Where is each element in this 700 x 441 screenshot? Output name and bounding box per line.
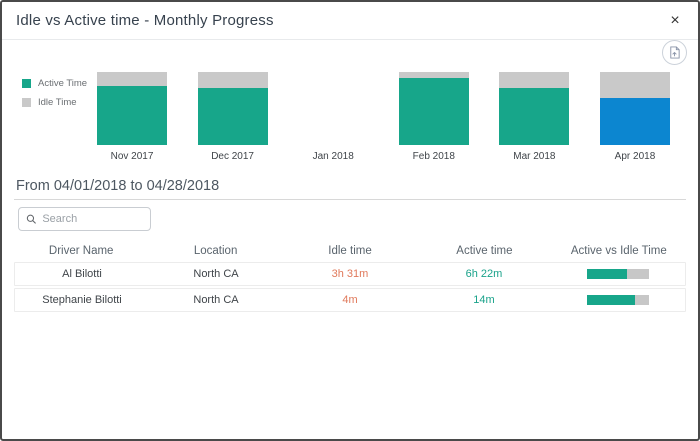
chart-legend: Active Time Idle Time [22,78,87,116]
active-time-swatch [22,79,31,88]
active-time-cell: 6h 22m [465,268,503,280]
col-header-active-time: Active time [456,245,513,257]
location-cell: North CA [193,268,239,280]
bar-feb-2018[interactable]: Feb 2018 [398,72,469,162]
search-input[interactable] [42,213,143,225]
bar-apr-2018[interactable]: Apr 2018 [599,72,670,162]
active-vs-idle-progressbar [587,295,649,305]
active-segment [97,85,167,145]
export-button[interactable] [662,40,687,65]
search-icon [26,214,36,224]
bar-nov-2017[interactable]: Nov 2017 [97,72,167,162]
table-row[interactable]: Al Bilotti North CA 3h 31m 6h 22m [14,262,686,286]
stacked-bar-chart: Nov 2017 Dec 2017 Jan 2018 Feb 2018 Mar 2018… [97,72,670,162]
bar-jan-2018[interactable]: Jan 2018 [298,72,368,162]
idle-segment [599,72,670,98]
month-label: Nov 2017 [110,151,154,162]
active-vs-idle-cell [551,269,685,279]
active-segment [499,88,570,145]
active-segment [398,77,469,145]
legend-item-active-time: Active Time [22,78,87,89]
bar-dec-2017[interactable]: Dec 2017 [197,72,268,162]
dialog-titlebar: Idle vs Active time - Monthly Progress [2,2,698,40]
legend-label: Idle Time [38,97,77,108]
month-label: Dec 2017 [211,151,254,162]
month-label: Mar 2018 [513,151,556,162]
active-vs-idle-progressbar [587,269,649,279]
driver-name-cell: Stephanie Bilotti [42,294,122,306]
idle-time-cell: 3h 31m [331,268,369,280]
table-header-row: Driver Name Location Idle time Active ti… [14,240,686,262]
bar-mar-2018[interactable]: Mar 2018 [499,72,570,162]
idle-time-swatch [22,98,31,107]
table-row[interactable]: Stephanie Bilotti North CA 4m 14m [14,288,686,312]
col-header-driver-name: Driver Name [48,245,114,257]
active-vs-idle-cell [551,295,685,305]
active-time-cell: 14m [473,294,495,306]
active-segment [599,97,670,145]
legend-item-idle-time: Idle Time [22,97,87,108]
idle-segment [398,72,469,78]
col-header-active-vs-idle: Active vs Idle Time [570,245,667,257]
idle-segment [499,72,570,89]
section-divider [14,199,686,200]
location-cell: North CA [193,294,239,306]
search-box [18,207,151,231]
month-label: Apr 2018 [614,151,656,162]
period-heading: From 04/01/2018 to 04/28/2018 [16,178,220,194]
export-document-icon [670,46,680,59]
col-header-location: Location [193,245,238,257]
active-segment [197,88,268,145]
drivers-table: Driver Name Location Idle time Active ti… [14,240,686,314]
month-label: Feb 2018 [412,151,455,162]
dialog-title: Idle vs Active time - Monthly Progress [16,12,274,29]
idle-time-cell: 4m [342,294,358,306]
idle-segment [97,72,167,86]
month-label: Jan 2018 [312,151,354,162]
progress-fill [587,295,636,305]
close-icon[interactable]: × [670,12,680,29]
legend-label: Active Time [38,78,88,89]
driver-name-cell: Al Bilotti [62,268,102,280]
idle-segment [197,72,268,89]
progress-fill [587,269,627,279]
col-header-idle-time: Idle time [328,245,372,257]
